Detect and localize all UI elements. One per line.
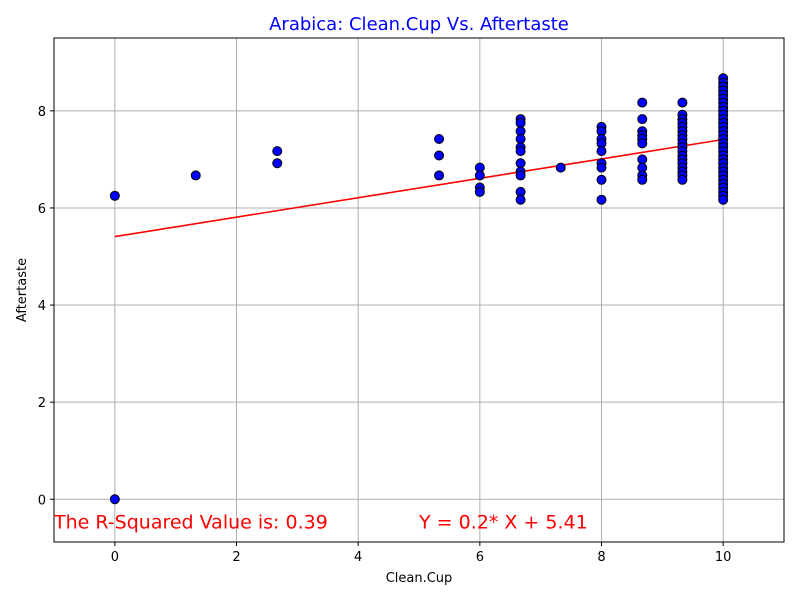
- x-tick-label: 8: [597, 550, 605, 565]
- regression-line: [114, 138, 724, 238]
- y-axis-ticks: 0 2 4 6 8: [38, 105, 54, 508]
- grid-lines: [54, 38, 784, 542]
- scatter-point: [109, 494, 120, 505]
- scatter-point: [474, 186, 485, 197]
- scatter-point: [637, 174, 648, 185]
- scatter-point: [474, 170, 485, 181]
- x-tick-label: 2: [232, 550, 240, 565]
- x-tick-label: 0: [111, 550, 119, 565]
- scatter-point: [718, 194, 729, 205]
- scatter-point: [596, 162, 607, 173]
- x-tick-label: 10: [715, 550, 732, 565]
- scatter-point: [677, 174, 688, 185]
- annotations: The R-Squared Value is: 0.39 Y = 0.2* X +…: [53, 511, 588, 533]
- scatter-point: [272, 146, 283, 157]
- scatter-point: [637, 138, 648, 149]
- scatter-point: [515, 194, 526, 205]
- scatter-point: [515, 117, 526, 128]
- x-tick-label: 4: [354, 550, 362, 565]
- scatter-point: [272, 158, 283, 169]
- regression-line-group: [114, 138, 724, 238]
- y-axis-label: Aftertaste: [15, 258, 30, 322]
- scatter-point: [596, 174, 607, 185]
- scatter-point: [677, 97, 688, 108]
- scatter-point: [434, 150, 445, 161]
- scatter-point: [555, 162, 566, 173]
- x-axis-label: Clean.Cup: [386, 571, 453, 586]
- y-tick-label: 6: [38, 202, 46, 217]
- scatter-point: [596, 146, 607, 157]
- scatter-point: [637, 114, 648, 125]
- scatter-point: [515, 133, 526, 144]
- y-tick-label: 8: [38, 105, 46, 120]
- data-points: [109, 73, 729, 505]
- scatter-point: [515, 158, 526, 169]
- y-tick-label: 4: [38, 299, 46, 314]
- x-tick-label: 6: [476, 550, 484, 565]
- y-tick-label: 2: [38, 396, 46, 411]
- scatter-point: [515, 146, 526, 157]
- y-tick-label: 0: [38, 493, 46, 508]
- scatter-point: [434, 133, 445, 144]
- scatter-point: [190, 170, 201, 181]
- annotation-text: Y = 0.2* X + 5.41: [418, 511, 588, 533]
- annotation-text: The R-Squared Value is: 0.39: [53, 511, 328, 533]
- scatter-point: [109, 190, 120, 201]
- chart-title: Arabica: Clean.Cup Vs. Aftertaste: [269, 14, 569, 35]
- plot-frame: [53, 37, 785, 543]
- scatter-point: [637, 154, 648, 165]
- scatter-point: [515, 170, 526, 181]
- scatter-point: [596, 194, 607, 205]
- scatter-point: [434, 170, 445, 181]
- x-axis-ticks: 0 2 4 6 8 10: [111, 542, 732, 565]
- scatter-point: [637, 97, 648, 108]
